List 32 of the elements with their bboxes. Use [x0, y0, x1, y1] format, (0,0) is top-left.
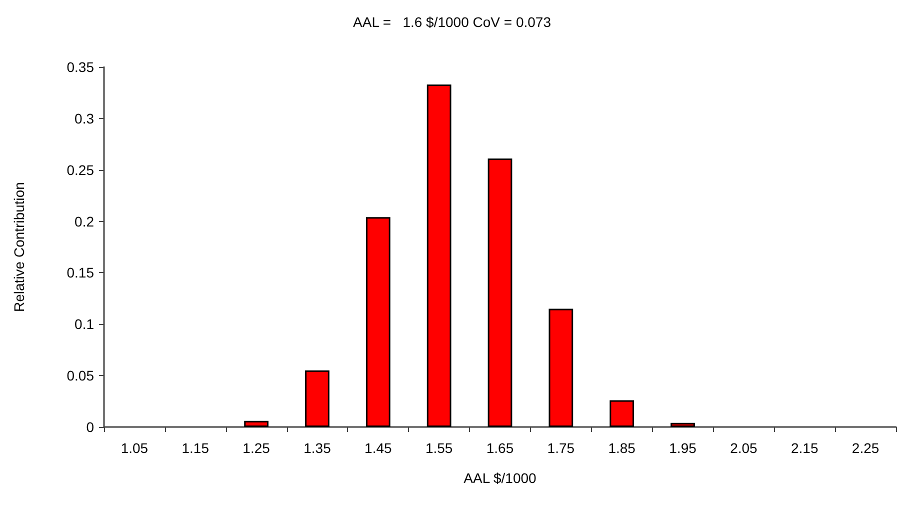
bar: [244, 420, 268, 427]
x-tick-label: 1.35: [304, 440, 332, 456]
x-axis-title: AAL $/1000: [464, 470, 537, 486]
bar: [426, 84, 452, 427]
x-tick-label: 1.45: [364, 440, 392, 456]
y-tick-label: 0.1: [74, 316, 94, 332]
bar: [610, 400, 634, 427]
x-tick-label: 1.25: [242, 440, 270, 456]
x-tick-label: 1.55: [425, 440, 453, 456]
y-tick-label: 0.15: [66, 264, 94, 281]
y-axis-title: Relative Contribution: [11, 182, 27, 312]
x-tick-label: 2.15: [790, 440, 818, 456]
x-tick-label: 1.75: [547, 440, 575, 456]
x-tick-label: 1.95: [669, 440, 697, 456]
x-tick-label: 1.65: [486, 440, 514, 456]
x-tick-label: 1.15: [182, 440, 210, 456]
y-tick-label: 0.3: [74, 110, 94, 126]
chart-title: AAL = 1.6 $/1000 CoV = 0.073: [353, 14, 552, 30]
y-tick-label: 0.35: [66, 59, 94, 75]
y-tick-label: 0.05: [66, 368, 94, 384]
bar: [670, 422, 695, 427]
bar: [548, 308, 574, 427]
x-tick-label: 1.85: [608, 440, 636, 456]
y-tick-label: 0.2: [74, 213, 94, 230]
bar: [366, 217, 390, 427]
bar: [488, 158, 512, 427]
x-tick-label: 2.25: [852, 440, 880, 456]
x-tick-label: 1.05: [120, 440, 148, 456]
bar: [305, 370, 330, 427]
y-tick-label: 0: [86, 419, 94, 435]
x-tick-label: 2.05: [730, 440, 758, 456]
y-tick-label: 0.25: [66, 162, 94, 178]
